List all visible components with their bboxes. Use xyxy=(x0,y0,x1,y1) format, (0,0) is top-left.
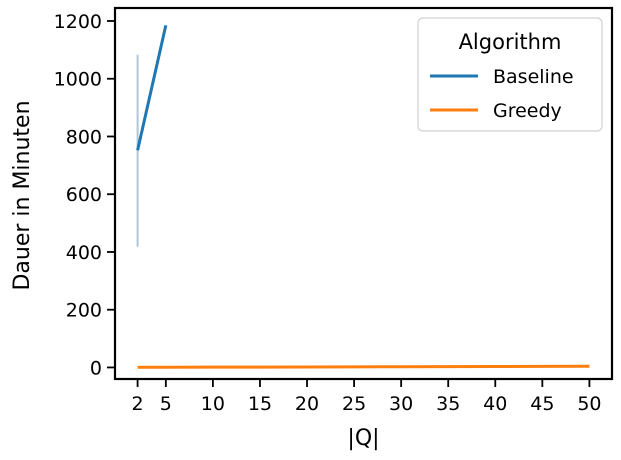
x-tick-label: 2 xyxy=(132,393,144,415)
x-tick-label: 50 xyxy=(577,393,601,415)
plot-area xyxy=(136,24,590,369)
legend-label-baseline: Baseline xyxy=(493,66,574,88)
x-tick-label: 5 xyxy=(160,393,172,415)
x-tick-label: 15 xyxy=(248,393,272,415)
x-tick-label: 35 xyxy=(436,393,460,415)
x-tick-label: 30 xyxy=(389,393,413,415)
legend-box xyxy=(417,17,603,132)
x-tick-label: 20 xyxy=(295,393,319,415)
legend: Algorithm Baseline Greedy xyxy=(417,17,603,132)
x-tick-label: 25 xyxy=(342,393,366,415)
series-line-greedy xyxy=(137,364,590,369)
x-tick-label: 45 xyxy=(530,393,554,415)
y-tick-label: 200 xyxy=(66,300,102,322)
y-tick-label: 600 xyxy=(66,184,102,206)
y-tick-label: 800 xyxy=(66,126,102,148)
x-tick-label: 10 xyxy=(201,393,225,415)
legend-title: Algorithm xyxy=(459,30,562,54)
y-tick-label: 1200 xyxy=(54,11,102,33)
axes: 2 5 10 15 20 25 30 35 40 45 50 0 200 400 600 800 1000 120… xyxy=(54,6,614,415)
x-tick-label: 40 xyxy=(483,393,507,415)
series-line-baseline xyxy=(136,24,168,151)
y-axis-label: Dauer in Minuten xyxy=(10,100,35,290)
y-tick-label: 0 xyxy=(90,357,102,379)
legend-label-greedy: Greedy xyxy=(493,100,562,122)
y-tick-label: 400 xyxy=(66,242,102,264)
x-axis-label: |Q| xyxy=(347,426,379,451)
y-tick-label: 1000 xyxy=(54,69,102,91)
